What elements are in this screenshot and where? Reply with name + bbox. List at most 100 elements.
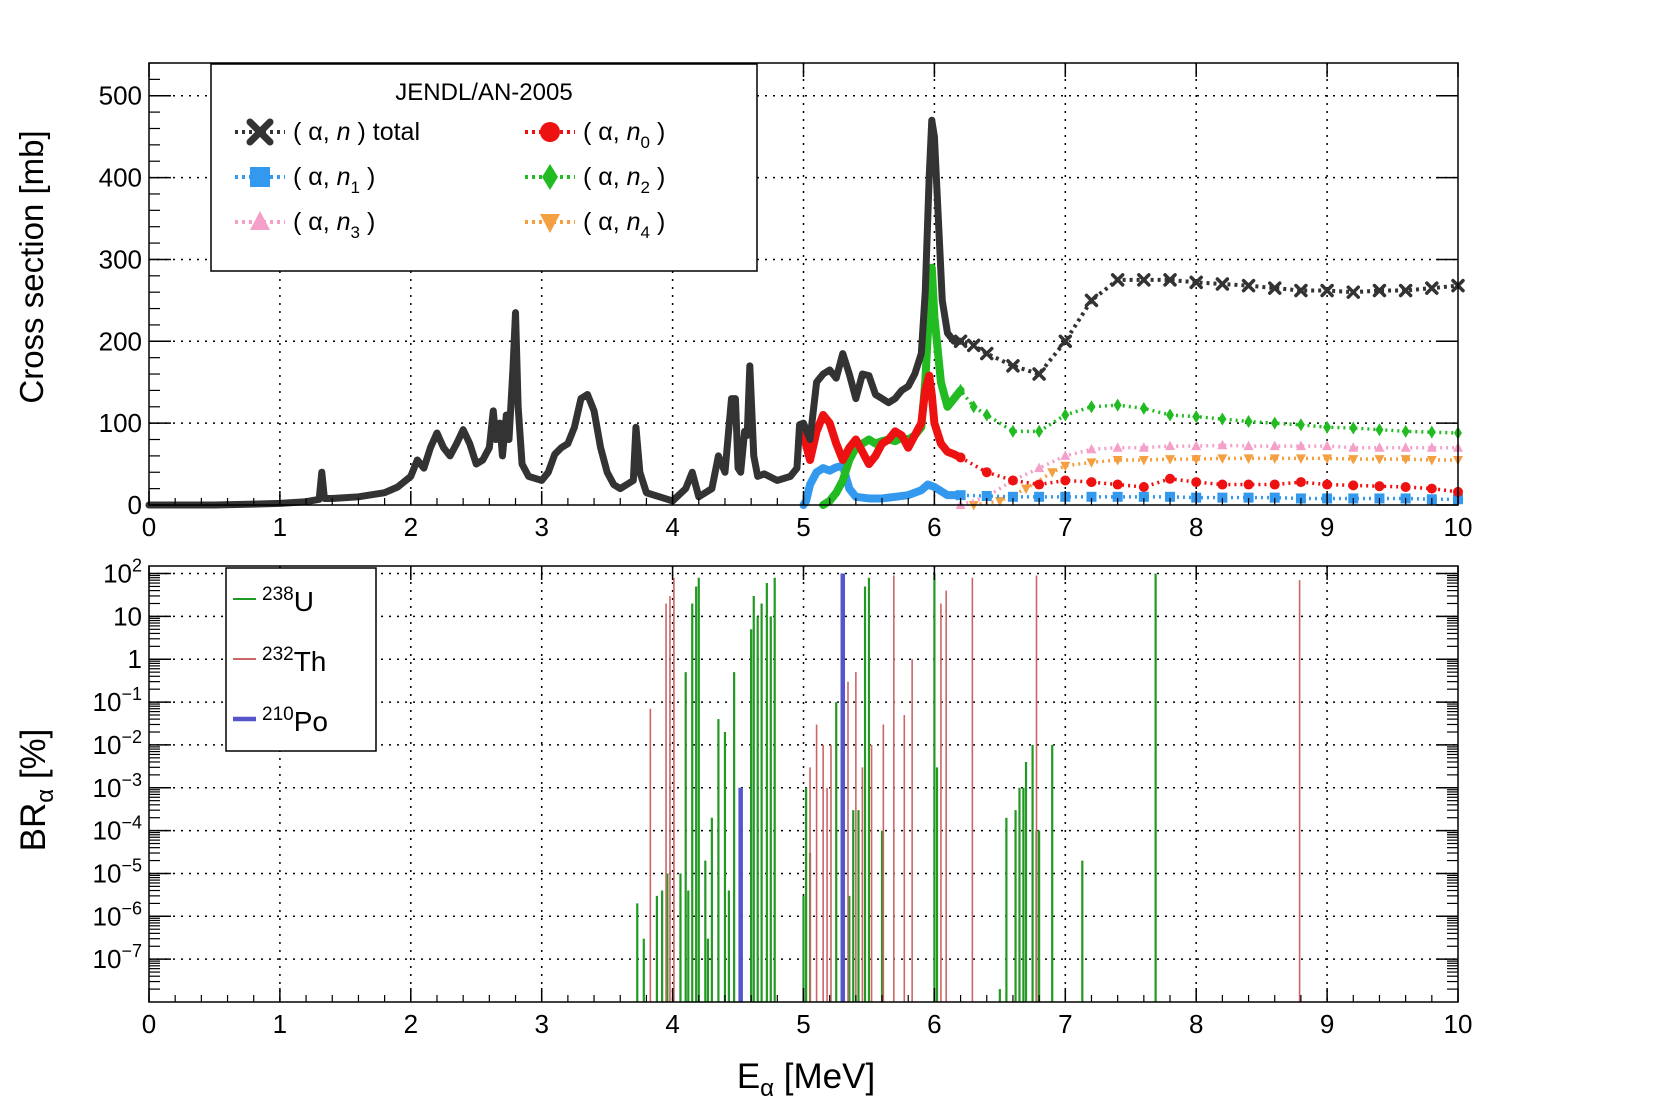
legend-label-sub: 0 bbox=[641, 133, 650, 152]
data-point-n2 bbox=[1061, 408, 1070, 422]
bottom-y-tick-label: 10−2 bbox=[93, 727, 142, 760]
data-point-n0 bbox=[955, 452, 966, 463]
data-point-n1 bbox=[1165, 491, 1176, 502]
data-point-n2 bbox=[1192, 410, 1201, 424]
legend-label-pre: ( α, bbox=[583, 208, 627, 236]
data-point-n0 bbox=[1243, 479, 1254, 490]
bottom-y-tick-exp: −4 bbox=[121, 813, 142, 833]
legend-entry-n4: ( α, n4 ) bbox=[525, 208, 665, 242]
data-point-n2 bbox=[982, 408, 991, 422]
bottom-y-tick-exp: −3 bbox=[121, 770, 142, 790]
data-point-n3 bbox=[1112, 442, 1123, 452]
top-y-tick-label: 200 bbox=[99, 326, 142, 356]
data-point-total bbox=[980, 346, 994, 361]
data-point-n0 bbox=[1165, 473, 1176, 484]
bottom-y-tick-plain: 10 bbox=[113, 601, 142, 631]
data-point-n2 bbox=[956, 383, 965, 397]
data-point-n2 bbox=[1008, 424, 1017, 438]
data-point-n3 bbox=[1295, 440, 1306, 451]
legend-entry-n1: ( α, n1 ) bbox=[235, 163, 375, 197]
legend-marker-total bbox=[246, 118, 274, 146]
bottom-x-axis-label-post: [MeV] bbox=[774, 1057, 875, 1096]
bottom-y-tick-base: 10 bbox=[93, 687, 122, 717]
top-x-tick-label: 1 bbox=[273, 512, 287, 542]
data-point-n4 bbox=[1295, 454, 1306, 464]
data-point-total bbox=[1163, 273, 1177, 287]
data-point-n0 bbox=[981, 467, 992, 478]
bottom-y-tick-base: 10 bbox=[93, 730, 122, 760]
bottom-legend-mass: 232 bbox=[262, 644, 294, 665]
top-x-tick-label: 10 bbox=[1444, 512, 1473, 542]
bottom-y-tick-exp: 2 bbox=[132, 556, 142, 576]
legend-marker-n4 bbox=[540, 214, 560, 233]
data-point-n0 bbox=[1269, 479, 1280, 490]
data-point-n4 bbox=[1400, 455, 1411, 465]
data-point-total bbox=[1398, 283, 1413, 298]
data-point-n4 bbox=[1165, 455, 1176, 465]
legend-marker-n2 bbox=[542, 164, 558, 190]
bottom-legend-label-po210: 210Po bbox=[262, 704, 328, 737]
data-point-n4 bbox=[1086, 458, 1097, 468]
data-point-n4 bbox=[1269, 454, 1280, 464]
data-point-n4 bbox=[1112, 455, 1123, 466]
data-point-n3 bbox=[1348, 442, 1359, 452]
top-legend-title: JENDL/AN-2005 bbox=[395, 79, 572, 106]
bottom-x-axis-label: Eα [MeV] bbox=[737, 1057, 875, 1102]
legend-label-italic: n bbox=[337, 118, 351, 146]
data-point-n0 bbox=[1348, 480, 1359, 491]
legend-label-post: ) bbox=[650, 208, 665, 236]
top-x-tick-label: 5 bbox=[796, 512, 810, 542]
legend-label-sub: 2 bbox=[641, 178, 650, 197]
bottom-y-tick-base: 10 bbox=[93, 773, 122, 803]
top-y-tick-label: 300 bbox=[99, 244, 142, 274]
bottom-y-tick-base: 10 bbox=[93, 858, 122, 888]
data-point-n0 bbox=[1034, 479, 1045, 490]
bottom-y-tick-exp: −7 bbox=[121, 941, 142, 961]
data-point-n1 bbox=[1112, 491, 1123, 502]
top-x-tick-label: 0 bbox=[142, 512, 156, 542]
data-point-n1 bbox=[1217, 492, 1228, 503]
legend-label-italic: n bbox=[627, 208, 641, 236]
bottom-y-tick-exp: −6 bbox=[121, 898, 142, 918]
data-point-n0 bbox=[1426, 483, 1437, 494]
legend-label-n3: ( α, n3 ) bbox=[293, 208, 375, 242]
data-point-n3 bbox=[1374, 442, 1385, 452]
legend-label-italic: n bbox=[337, 208, 351, 236]
bottom-x-tick-label: 3 bbox=[534, 1009, 548, 1039]
branching-ratio-panel: 0 1 2 3 4 5 6 7 8 9 1010210110−110−210−310−410−510… bbox=[14, 556, 1472, 1102]
series-u238 bbox=[636, 573, 1157, 1002]
top-y-axis-label: Cross section [mb] bbox=[13, 130, 50, 403]
bottom-legend-label-th232: 232Th bbox=[262, 644, 326, 677]
legend-label-n4: ( α, n4 ) bbox=[583, 208, 665, 242]
series-po210 bbox=[738, 573, 846, 1002]
bottom-legend-entry-u238: 238U bbox=[233, 584, 314, 617]
bottom-legend-mass: 210 bbox=[262, 704, 294, 725]
data-point-n3 bbox=[1138, 442, 1149, 452]
data-point-total bbox=[1137, 273, 1151, 287]
data-point-n2 bbox=[1166, 408, 1175, 422]
legend-label-sub: 3 bbox=[351, 223, 360, 242]
data-point-n1 bbox=[1034, 491, 1045, 502]
legend-label-sub: 1 bbox=[351, 178, 360, 197]
data-point-n0 bbox=[1400, 481, 1411, 492]
data-point-total bbox=[1058, 334, 1073, 349]
series-th232 bbox=[649, 575, 1301, 1002]
bottom-legend-label-u238: 238U bbox=[262, 584, 314, 617]
data-point-n3 bbox=[1191, 440, 1202, 451]
data-point-n1 bbox=[1269, 492, 1280, 503]
data-point-n4 bbox=[1217, 454, 1228, 464]
data-point-n3 bbox=[1217, 439, 1228, 450]
bottom-series-group bbox=[636, 573, 1301, 1002]
series-line-n3 bbox=[960, 443, 1458, 507]
bottom-x-tick-label: 8 bbox=[1189, 1009, 1203, 1039]
bottom-y-tick-label: 10−5 bbox=[93, 855, 142, 888]
data-point-n3 bbox=[1034, 462, 1045, 473]
series-dense-n0 bbox=[799, 371, 965, 469]
data-point-total bbox=[1372, 283, 1387, 298]
data-point-n1 bbox=[1086, 491, 1097, 502]
data-point-n2 bbox=[1035, 424, 1044, 438]
data-point-n0 bbox=[1295, 477, 1306, 488]
data-point-total bbox=[1006, 359, 1020, 373]
data-point-total bbox=[1110, 273, 1125, 287]
